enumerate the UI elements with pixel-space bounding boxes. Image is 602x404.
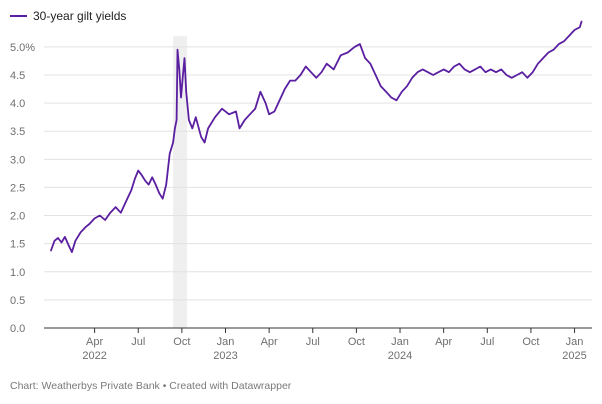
y-tick-label: 0.5 <box>10 295 25 307</box>
y-tick-label: 1.5 <box>10 239 25 251</box>
x-tick-label: Jul <box>480 336 494 348</box>
legend-label: 30-year gilt yields <box>33 9 127 23</box>
x-tick-label: Oct <box>522 336 539 348</box>
legend-swatch <box>10 15 27 17</box>
y-tick-label: 5.0% <box>10 42 35 54</box>
x-year-label: 2024 <box>388 350 412 362</box>
chart-footer: Chart: Weatherbys Private Bank • Created… <box>10 380 292 392</box>
y-tick-label: 3.5 <box>10 126 25 138</box>
x-tick-label: Apr <box>86 336 103 348</box>
chart-legend: 30-year gilt yields <box>10 9 126 23</box>
y-tick-label: 4.0 <box>10 98 25 110</box>
y-axis: 0.0 0.5 1.0 1.5 2.0 2.5 3.0 3.5 4.0 4.5 5.0% <box>10 42 35 335</box>
y-tick-label: 3.0 <box>10 154 25 166</box>
x-tick-label: Apr <box>435 336 452 348</box>
x-year-label: 2023 <box>213 350 237 362</box>
x-tick-label: Oct <box>348 336 365 348</box>
x-tick-label: Jan <box>391 336 409 348</box>
x-tick-label: Apr <box>261 336 278 348</box>
x-tick-label: Jul <box>131 336 145 348</box>
y-tick-label: 4.5 <box>10 70 25 82</box>
x-tick-label: Jan <box>566 336 584 348</box>
y-tick-label: 0.0 <box>10 323 25 335</box>
y-tick-label: 2.0 <box>10 211 25 223</box>
x-tick-label: Jul <box>306 336 320 348</box>
y-tick-label: 2.5 <box>10 182 25 194</box>
x-tick-label: Oct <box>173 336 190 348</box>
x-year-label: 2022 <box>82 350 106 362</box>
series-layer <box>50 20 583 253</box>
x-axis: Apr 2022 Jul Oct Jan 2023 Apr Jul Oct Jan 2024 Apr J… <box>82 328 587 362</box>
x-tick-label: Jan <box>217 336 235 348</box>
line-chart: Apr 2022 Jul Oct Jan 2023 Apr Jul Oct Jan 2024 Apr J… <box>10 20 592 362</box>
y-tick-label: 1.0 <box>10 267 25 279</box>
x-year-label: 2025 <box>562 350 586 362</box>
series-line <box>50 20 583 253</box>
grid-layer <box>44 46 592 329</box>
